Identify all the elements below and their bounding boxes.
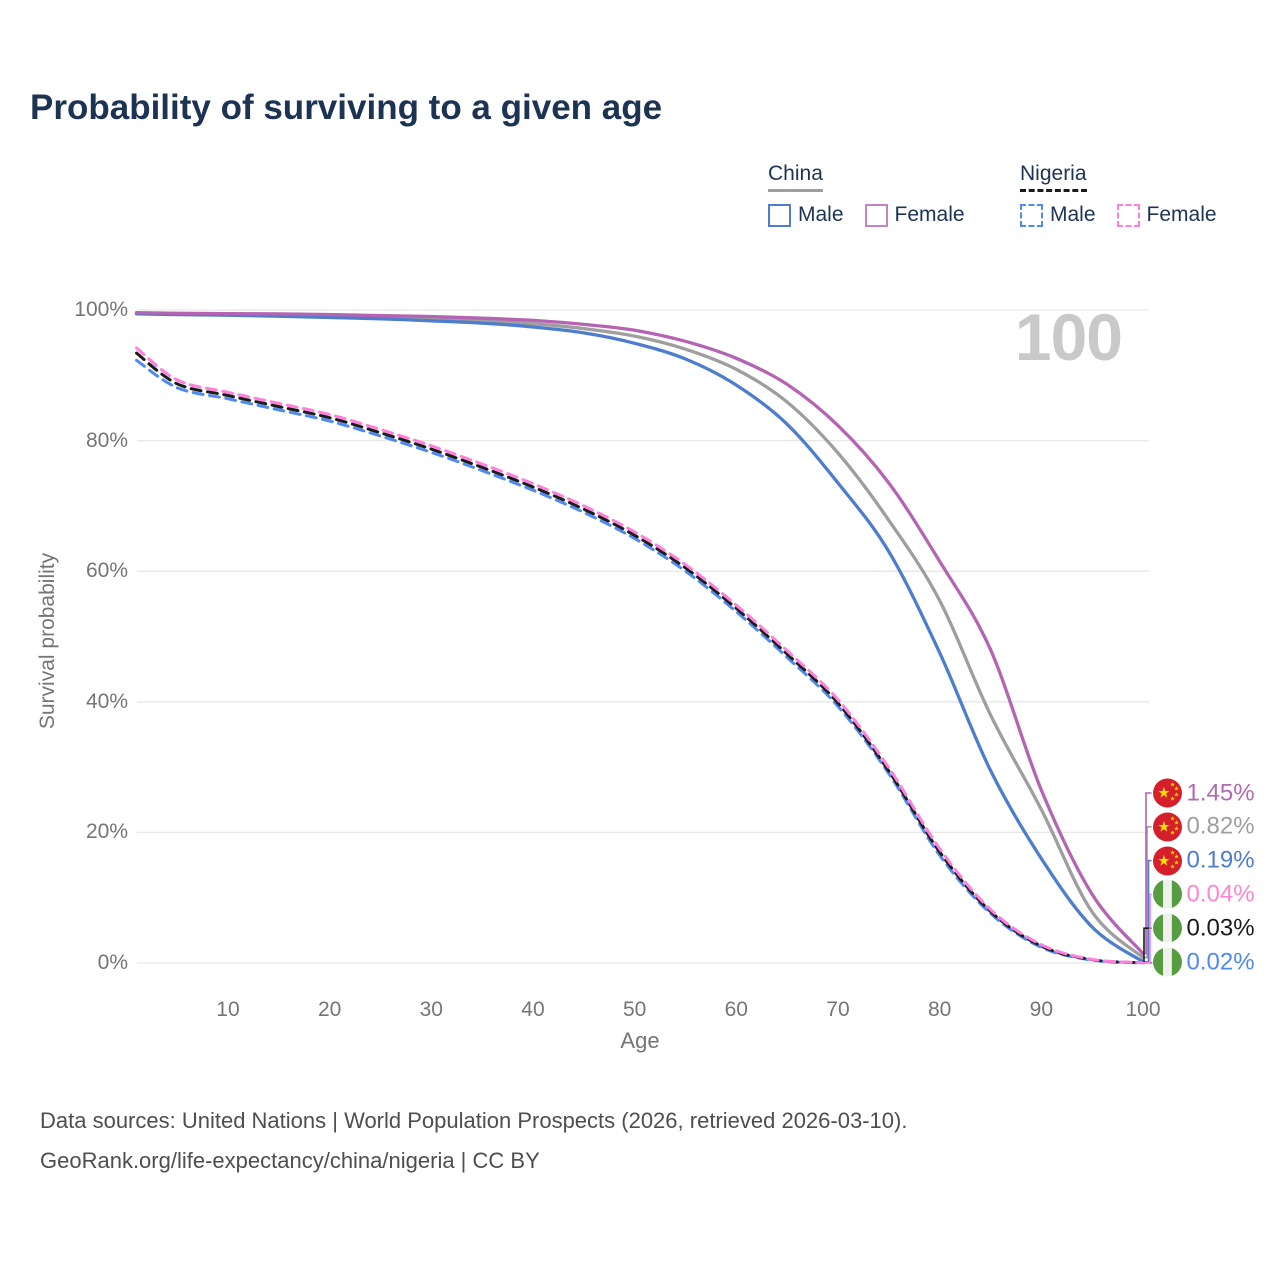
curve-nigeria-male bbox=[135, 358, 1145, 965]
svg-text:★: ★ bbox=[1157, 785, 1170, 801]
curve-china-male bbox=[134, 312, 1145, 964]
legend-label: Male bbox=[1050, 203, 1096, 226]
x-tick-70: 70 bbox=[826, 998, 850, 1021]
china-flag-icon: ★ ★★★★ bbox=[1152, 778, 1182, 808]
svg-text:★: ★ bbox=[1173, 853, 1178, 860]
legend-label: Female bbox=[894, 203, 965, 226]
svg-text:★: ★ bbox=[1169, 849, 1174, 856]
nigeria-flag-icon bbox=[1152, 947, 1182, 977]
attribution-note: GeoRank.org/life-expectancy/china/nigeri… bbox=[40, 1148, 540, 1173]
nigeria-flag-icon bbox=[1152, 913, 1182, 943]
legend-group-china: China Male Female bbox=[768, 162, 986, 232]
svg-text:★: ★ bbox=[1169, 863, 1174, 870]
leader-line-china-both-sexes- bbox=[1143, 826, 1152, 959]
end-value: 1.45% bbox=[1186, 779, 1255, 806]
svg-text:★: ★ bbox=[1169, 795, 1174, 802]
legend-item-china-male[interactable]: Male bbox=[768, 203, 844, 227]
end-value: 0.19% bbox=[1186, 846, 1255, 874]
svg-text:★: ★ bbox=[1169, 829, 1174, 836]
svg-text:★: ★ bbox=[1173, 819, 1178, 826]
y-tick-100%: 100% bbox=[74, 298, 128, 321]
curve-china-both-sexes- bbox=[134, 311, 1145, 960]
legend-group-nigeria: Nigeria Male Female bbox=[1020, 162, 1238, 232]
legend-swatch-china-male bbox=[768, 203, 791, 227]
curve-nigeria-female bbox=[135, 346, 1145, 965]
nigeria-flag-icon bbox=[1152, 879, 1182, 909]
svg-text:★: ★ bbox=[1173, 791, 1178, 798]
x-tick-100: 100 bbox=[1125, 998, 1161, 1021]
svg-text:★: ★ bbox=[1169, 816, 1174, 823]
legend-country-china: China bbox=[768, 162, 823, 192]
x-axis-title: Age bbox=[620, 1028, 660, 1053]
curve-nigeria-both-sexes- bbox=[135, 351, 1145, 965]
end-label-china-male: ★ ★ ★ ★ ★ 0.19% bbox=[1152, 846, 1255, 876]
y-tick-60%: 60% bbox=[85, 559, 128, 583]
legend-item-china-female[interactable]: Female bbox=[864, 203, 965, 227]
legend-label: Male bbox=[798, 203, 844, 226]
end-label-china-female: ★ ★ ★ ★ ★ 1.45% bbox=[1152, 778, 1255, 808]
end-label-china-both-sexes-: ★ ★ ★ ★ ★ 0.82% bbox=[1152, 812, 1255, 842]
end-value: 0.03% bbox=[1186, 914, 1255, 942]
curve-china-female bbox=[134, 310, 1145, 956]
end-value: 0.04% bbox=[1186, 880, 1255, 908]
x-tick-50: 50 bbox=[622, 998, 647, 1021]
legend-item-nigeria-male[interactable]: Male bbox=[1020, 203, 1096, 227]
svg-text:★: ★ bbox=[1157, 819, 1170, 835]
svg-text:★: ★ bbox=[1157, 853, 1170, 869]
x-tick-60: 60 bbox=[724, 998, 748, 1021]
end-label-nigeria-female: 0.04% bbox=[1152, 879, 1255, 909]
legend-swatch-china-female bbox=[864, 203, 888, 227]
svg-text:★: ★ bbox=[1173, 786, 1178, 793]
y-tick-80%: 80% bbox=[85, 428, 128, 452]
legend-label: Female bbox=[1146, 203, 1217, 226]
end-label-nigeria-both-sexes-: 0.03% bbox=[1152, 913, 1255, 943]
legend-swatch-nigeria-female bbox=[1116, 203, 1140, 227]
x-tick-10: 10 bbox=[216, 998, 240, 1021]
x-tick-90: 90 bbox=[1029, 998, 1053, 1021]
end-value: 0.82% bbox=[1186, 812, 1255, 840]
legend-item-nigeria-female[interactable]: Female bbox=[1116, 203, 1217, 227]
watermark-age-100: 100 bbox=[1015, 300, 1122, 374]
data-sources-note: Data sources: United Nations | World Pop… bbox=[40, 1108, 908, 1133]
china-flag-icon: ★ ★★★★ bbox=[1152, 812, 1182, 842]
leader-line-nigeria-female bbox=[1143, 893, 1152, 964]
y-tick-0%: 0% bbox=[97, 951, 128, 974]
end-value: 0.02% bbox=[1186, 948, 1255, 975]
svg-text:★: ★ bbox=[1169, 782, 1174, 789]
x-tick-80: 80 bbox=[927, 998, 952, 1021]
y-tick-40%: 40% bbox=[85, 689, 128, 713]
end-label-nigeria-male: 0.02% bbox=[1152, 947, 1255, 977]
legend-country-nigeria: Nigeria bbox=[1020, 162, 1087, 192]
leader-line-china-male bbox=[1143, 859, 1152, 963]
x-tick-30: 30 bbox=[419, 998, 443, 1021]
legend-swatch-nigeria-male bbox=[1020, 203, 1043, 227]
x-tick-40: 40 bbox=[521, 998, 545, 1021]
svg-text:★: ★ bbox=[1173, 859, 1178, 866]
y-tick-20%: 20% bbox=[85, 820, 128, 844]
page-title: Probability of surviving to a given age bbox=[30, 88, 663, 127]
china-flag-icon: ★ ★★★★ bbox=[1152, 846, 1182, 876]
x-tick-20: 20 bbox=[317, 998, 342, 1021]
svg-text:★: ★ bbox=[1173, 825, 1178, 832]
